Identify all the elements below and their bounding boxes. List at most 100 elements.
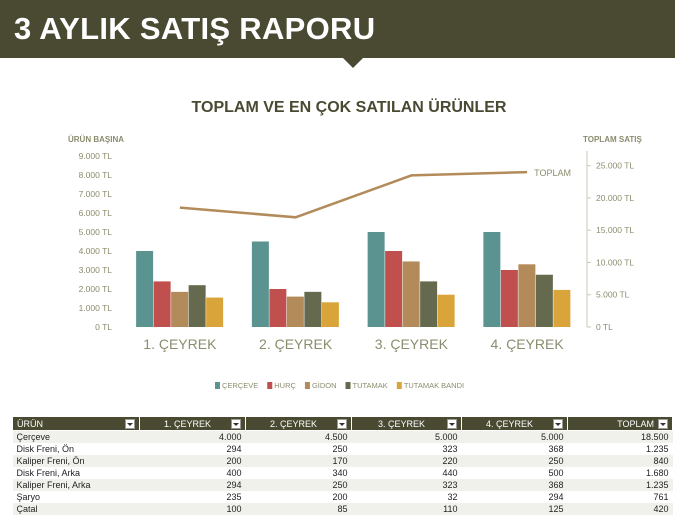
- value-cell[interactable]: 323: [351, 479, 462, 491]
- y2-axis-title: TOPLAM SATIŞ: [583, 135, 642, 144]
- value-cell[interactable]: 85: [245, 503, 352, 515]
- bar-tutamak: [188, 285, 206, 327]
- product-name-cell[interactable]: Şaryo: [16, 492, 41, 502]
- value-cell[interactable]: 500: [548, 468, 564, 478]
- sales-chart: TOPLAM VE EN ÇOK SATILAN ÜRÜNLER ÜRÜN BAŞ…: [68, 97, 642, 390]
- bar-çerçeve: [483, 232, 501, 327]
- bar-gi̇don: [402, 261, 420, 327]
- bar-tutamak: [535, 274, 553, 327]
- column-header-label: 1. ÇEYREK: [163, 418, 212, 429]
- bar-tutamak-bandi: [321, 302, 339, 327]
- value-cell[interactable]: 200: [332, 492, 348, 502]
- table-row: Kaliper Freni, Arka 294 250 323 368 1.235: [12, 479, 673, 491]
- value-cell[interactable]: 4.500: [245, 430, 352, 443]
- product-name-cell[interactable]: Kaliper Freni, Ön: [12, 455, 140, 467]
- y-tick-label: 0 TL: [95, 322, 112, 332]
- value-cell[interactable]: 340: [332, 468, 348, 478]
- table-header-row: ÜRÜN 1. ÇEYREK 2. ÇEYREK 3. ÇEYREK 4. ÇEYREK…: [12, 416, 673, 431]
- product-name-cell[interactable]: Çerçeve: [12, 430, 140, 443]
- filter-dropdown-icon[interactable]: [658, 418, 668, 429]
- value-cell[interactable]: 100: [139, 503, 246, 515]
- y2-tick-label: 20.000 TL: [596, 193, 634, 203]
- product-name-cell[interactable]: Çatal: [12, 503, 140, 515]
- column-header-label: TOPLAM: [617, 418, 654, 429]
- legend-swatch: [345, 382, 351, 389]
- y-axis-title: ÜRÜN BAŞINA: [68, 135, 124, 144]
- legend-label: GİDON: [312, 381, 337, 390]
- banner-pointer: [343, 58, 363, 68]
- value-cell[interactable]: 250: [461, 455, 568, 467]
- bar-tutamak-bandi: [437, 294, 455, 327]
- column-header-label: ÜRÜN: [17, 418, 43, 429]
- value-cell[interactable]: 323: [442, 444, 458, 454]
- value-cell[interactable]: 170: [245, 455, 352, 467]
- value-cell[interactable]: 368: [461, 479, 568, 491]
- y2-tick-label: 10.000 TL: [596, 257, 634, 267]
- value-cell[interactable]: 1.235: [567, 479, 673, 491]
- table-row: Kaliper Freni, Ön 200 170 220 250 840: [12, 455, 673, 467]
- value-cell[interactable]: 5.000: [351, 430, 462, 443]
- column-header: 2. ÇEYREK: [245, 416, 352, 431]
- value-cell[interactable]: 200: [139, 455, 246, 467]
- y-tick-label: 5.000 TL: [79, 227, 113, 237]
- bar-hurç: [500, 270, 518, 327]
- x-category-label: 1. ÇEYREK: [143, 336, 217, 352]
- value-cell[interactable]: 1.680: [645, 468, 669, 478]
- value-cell[interactable]: 368: [548, 444, 564, 454]
- bar-tutamak-bandi: [206, 297, 224, 327]
- value-cell[interactable]: 110: [351, 503, 462, 515]
- column-header: 1. ÇEYREK: [139, 416, 246, 431]
- legend-label: HURÇ: [274, 381, 296, 390]
- y-tick-label: 6.000 TL: [79, 208, 113, 218]
- y-tick-label: 4.000 TL: [79, 246, 113, 256]
- value-cell[interactable]: 235: [226, 492, 242, 502]
- value-cell[interactable]: 5.000: [461, 430, 568, 443]
- filter-dropdown-icon[interactable]: [125, 418, 135, 429]
- y2-tick-label: 15.000 TL: [596, 225, 634, 235]
- filter-dropdown-icon[interactable]: [447, 418, 457, 429]
- column-header-label: 4. ÇEYREK: [485, 418, 534, 429]
- value-cell[interactable]: 840: [567, 455, 673, 467]
- x-category-label: 3. ÇEYREK: [375, 336, 449, 352]
- value-cell[interactable]: 761: [653, 492, 669, 502]
- bar-tutamak-bandi: [553, 289, 571, 327]
- legend-label: TUTAMAK BANDI: [404, 381, 464, 390]
- legend-swatch: [215, 382, 220, 389]
- value-cell[interactable]: 250: [332, 444, 348, 454]
- product-name-cell[interactable]: Disk Freni, Arka: [16, 468, 81, 478]
- value-cell[interactable]: 250: [245, 479, 352, 491]
- filter-dropdown-icon[interactable]: [337, 418, 347, 429]
- bar-gi̇don: [518, 264, 536, 327]
- legend-label: ÇERÇEVE: [222, 381, 258, 390]
- bar-tutamak: [420, 281, 438, 327]
- value-cell[interactable]: 18.500: [567, 430, 673, 443]
- value-cell[interactable]: 125: [461, 503, 568, 515]
- chart-title: TOPLAM VE EN ÇOK SATILAN ÜRÜNLER: [192, 97, 507, 116]
- value-cell[interactable]: 294: [139, 479, 246, 491]
- total-line-label: TOPLAM: [534, 168, 571, 178]
- value-cell[interactable]: 400: [226, 468, 242, 478]
- value-cell[interactable]: 294: [548, 492, 564, 502]
- product-name-cell[interactable]: Disk Freni, Ön: [16, 444, 75, 454]
- value-cell[interactable]: 420: [567, 503, 673, 515]
- sales-table: ÜRÜN 1. ÇEYREK 2. ÇEYREK 3. ÇEYREK 4. ÇEYREK…: [12, 416, 673, 515]
- total-sales-line: [179, 170, 528, 219]
- y2-tick-label: 5.000 TL: [596, 290, 630, 300]
- filter-dropdown-icon[interactable]: [553, 418, 563, 429]
- value-cell[interactable]: 220: [351, 455, 462, 467]
- table-row: Disk Freni, Arka 400 340 440 500 1.680: [13, 467, 673, 479]
- value-cell[interactable]: 4.000: [139, 430, 246, 443]
- value-cell[interactable]: 1.235: [645, 444, 669, 454]
- column-header: TOPLAM: [567, 416, 673, 431]
- product-name-cell[interactable]: Kaliper Freni, Arka: [12, 479, 140, 491]
- column-header: 3. ÇEYREK: [351, 416, 462, 431]
- filter-dropdown-icon[interactable]: [231, 418, 241, 429]
- bar-hurç: [269, 289, 287, 327]
- value-cell[interactable]: 294: [226, 444, 242, 454]
- x-category-label: 2. ÇEYREK: [259, 336, 333, 352]
- column-header-label: 2. ÇEYREK: [269, 418, 318, 429]
- table-row: Şaryo 235 200 32 294 761: [13, 491, 673, 503]
- value-cell[interactable]: 440: [442, 468, 458, 478]
- value-cell[interactable]: 32: [447, 492, 458, 502]
- column-header-label: 3. ÇEYREK: [377, 418, 426, 429]
